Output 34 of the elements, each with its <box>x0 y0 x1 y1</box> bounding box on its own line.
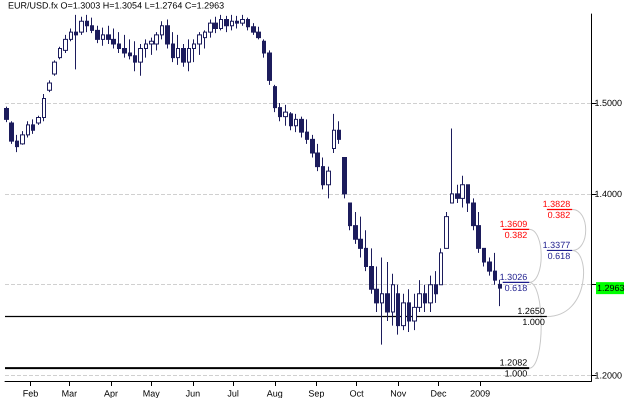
x-tick-label: Feb <box>22 388 38 398</box>
x-tick-label: Dec <box>430 388 447 398</box>
ref-line-label: 1.3377 <box>542 240 570 250</box>
ref-line-label: 1.2082 <box>500 358 528 368</box>
annotation: 1.000 <box>504 368 528 379</box>
annotation: 0.382 <box>548 210 570 220</box>
ref-line-label: 1.3026 <box>500 272 528 282</box>
candlestick <box>342 157 347 199</box>
ref-line-label: 1.3609 <box>500 218 528 229</box>
candlestick <box>498 279 502 307</box>
x-tick-label: Aug <box>266 388 283 398</box>
y-tick-label: 1.4000 <box>594 188 622 199</box>
x-tick-label: Sep <box>308 388 324 398</box>
x-tick-label: Oct <box>350 388 364 398</box>
y-tick-label: 1.2000 <box>594 370 622 381</box>
annotation: 1.000 <box>522 317 545 328</box>
ref-line-label: 1.2650 <box>517 306 545 316</box>
x-tick-label: Mar <box>62 388 78 398</box>
chart-title: EUR/USD.fx O=1.3003 H=1.3054 L=1.2764 C=1.2963 <box>8 0 224 10</box>
y-tick-label: 1.5000 <box>594 98 622 108</box>
annotation: 0.618 <box>548 250 570 261</box>
x-tick-label: Apr <box>104 388 118 398</box>
ref-line-label: 1.3828 <box>542 198 570 209</box>
x-tick-label: 2009 <box>470 388 490 398</box>
annotation: 0.618 <box>504 282 528 293</box>
x-tick-label: Nov <box>390 388 407 398</box>
candlestick <box>52 60 57 76</box>
candlestick <box>4 106 9 123</box>
candlestick <box>444 212 449 249</box>
x-tick-label: Jul <box>227 388 239 398</box>
candlestick <box>47 80 52 93</box>
annotation: 0.382 <box>504 230 528 240</box>
x-tick-label: Jun <box>186 388 200 398</box>
x-tick-label: May <box>142 388 160 398</box>
